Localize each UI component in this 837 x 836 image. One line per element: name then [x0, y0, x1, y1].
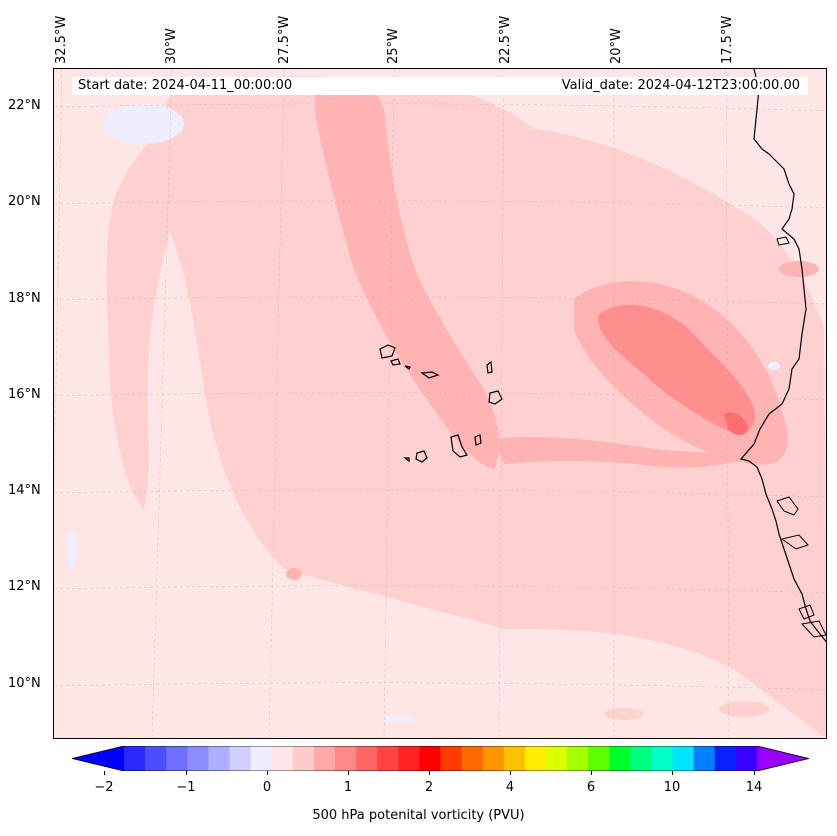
colorbar-segment — [651, 746, 674, 771]
lon-label-20w: 20°W — [609, 28, 624, 64]
colorbar-segment — [271, 746, 294, 771]
colorbar-tickmark — [186, 771, 187, 775]
lon-label-27-5w: 27.5°W — [277, 15, 292, 64]
colorbar-tick-label: −2 — [94, 780, 114, 795]
colorbar-segment — [524, 746, 547, 771]
colorbar-segment — [630, 746, 653, 771]
colorbar-segment — [546, 746, 568, 771]
colorbar-segment — [461, 746, 484, 771]
colorbar-segment — [735, 746, 758, 771]
colorbar-tick-label: 1 — [343, 780, 353, 795]
colorbar-segment — [482, 746, 505, 771]
start-date-text: Start date: 2024-04-11_00:00:00 — [78, 78, 293, 93]
colorbar-segment — [145, 746, 167, 771]
colorbar-tick-label: 4 — [505, 780, 515, 795]
lat-label-14n: 14°N — [8, 483, 41, 498]
colorbar-tickmark — [591, 771, 592, 775]
coastline-africa — [739, 69, 826, 643]
pv-east-strong — [598, 304, 755, 433]
colorbar-segment — [356, 746, 378, 771]
coastline-detail — [776, 236, 826, 638]
pv-contour-map — [54, 69, 826, 738]
colorbar-segment — [419, 746, 442, 771]
colorbar-segment — [377, 746, 399, 771]
lat-label-10n: 10°N — [8, 676, 41, 691]
colorbar-segment — [503, 746, 526, 771]
pv-band-west — [106, 123, 194, 509]
colorbar-segment — [672, 746, 695, 771]
colorbar-segment — [250, 746, 273, 771]
graticule — [54, 69, 826, 738]
lon-label-22-5w: 22.5°W — [498, 15, 513, 64]
colorbar-segment — [292, 746, 315, 771]
lat-label-12n: 12°N — [8, 579, 41, 594]
pv-east-peak — [724, 412, 748, 435]
map-header-strip: Start date: 2024-04-11_00:00:00 Valid_da… — [72, 77, 808, 95]
pv-negative-patch — [384, 715, 414, 723]
lon-label-32-5w: 32.5°W — [54, 15, 69, 64]
colorbar-extend-max — [757, 746, 809, 771]
pv-patch — [604, 708, 644, 720]
valid-date-text: Valid_date: 2024-04-12T23:00:00.00 — [561, 78, 800, 93]
colorbar-segment — [335, 746, 357, 771]
colorbar-tick-label: −1 — [176, 780, 196, 795]
colorbar — [72, 746, 809, 771]
colorbar-tick-label: 10 — [663, 780, 681, 795]
colorbar-tick-label: 6 — [586, 780, 596, 795]
colorbar-tickmark — [672, 771, 673, 775]
cape-verde-islands — [379, 344, 503, 463]
colorbar-tickmark — [348, 771, 349, 775]
colorbar-tickmark — [267, 771, 268, 775]
lon-label-30w: 30°W — [164, 28, 179, 64]
colorbar-segment — [313, 746, 336, 771]
lat-label-16n: 16°N — [8, 387, 41, 402]
colorbar-segment — [567, 746, 589, 771]
colorbar-segment — [166, 746, 188, 771]
colorbar-label: 500 hPa potenital vorticity (PVU) — [312, 808, 525, 823]
colorbar-segment — [187, 746, 209, 771]
lon-label-25w: 25°W — [386, 28, 401, 64]
pv-tongue-north — [314, 77, 500, 469]
pv-patch — [719, 701, 769, 717]
pv-negative-patch — [768, 362, 780, 370]
colorbar-tickmark — [754, 771, 755, 775]
colorbar-segment — [693, 746, 716, 771]
pv-patch — [779, 261, 819, 277]
colorbar-tickmark — [510, 771, 511, 775]
colorbar-segment — [440, 746, 463, 771]
colorbar-segment — [588, 746, 610, 771]
colorbar-segment — [398, 746, 420, 771]
colorbar-segment — [714, 746, 737, 771]
pv-band-south — [494, 437, 744, 468]
colorbar-segment — [229, 746, 252, 771]
pv-negative-patch — [104, 104, 184, 144]
colorbar-segment — [208, 746, 231, 771]
lat-label-20n: 20°N — [8, 194, 41, 209]
colorbar-tickmark — [104, 771, 105, 775]
colorbar-extend-min — [72, 746, 124, 771]
pv-negative-patch — [67, 529, 77, 569]
lon-label-17-5w: 17.5°W — [720, 15, 735, 64]
pv-patch — [286, 568, 302, 580]
lat-label-22n: 22°N — [8, 98, 41, 113]
colorbar-segment — [609, 746, 631, 771]
colorbar-tickmark — [429, 771, 430, 775]
lat-label-18n: 18°N — [8, 291, 41, 306]
map-panel — [53, 68, 827, 739]
colorbar-segment — [124, 746, 146, 771]
colorbar-tick-label: 14 — [745, 780, 763, 795]
colorbar-tick-label: 0 — [262, 780, 272, 795]
colorbar-tick-label: 2 — [424, 780, 434, 795]
